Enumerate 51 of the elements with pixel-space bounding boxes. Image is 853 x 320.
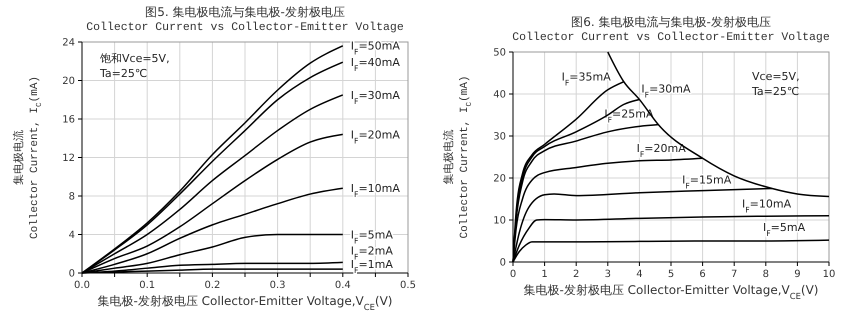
y-tick-label: 16 — [62, 114, 75, 126]
x-tick-label: 6 — [699, 269, 706, 280]
x-tick-label: 4 — [636, 269, 643, 280]
x-tick-label: 0.4 — [334, 280, 351, 291]
series-label: I$_{F}$=20mA — [636, 142, 686, 159]
chart-subtitle: Collector Current vs Collector-Emitter Voltage — [86, 21, 404, 34]
chart-subtitle: Collector Current vs Collector-Emitter Voltage — [512, 31, 830, 44]
x-tick-label: 2 — [573, 269, 580, 280]
x-tick-label: 8 — [762, 269, 769, 280]
y-tick-label: 40 — [493, 90, 506, 100]
x-tick-label: 9 — [794, 269, 801, 280]
series-label: I$_{F}$=10mA — [350, 182, 400, 199]
annotation: Vce=5V, Ta=25℃ — [751, 70, 800, 98]
y-tick-label: 0 — [500, 258, 506, 268]
series-label: I$_{F}$=30mA — [350, 88, 400, 106]
y-tick-label: 50 — [493, 48, 506, 58]
series-label: I$_{F}$=50mA — [350, 40, 400, 56]
y-tick-label: 24 — [62, 38, 75, 48]
y-tick-label: 4 — [68, 230, 75, 241]
chart-title: 图6. 集电极电流与集电极-发射极电压 — [571, 15, 771, 29]
series-label: I$_{F}$=2mA — [350, 244, 394, 261]
x-axis-title: 集电极-发射极电压 Collector-Emitter Voltage,V$_{CE}$(V) — [524, 283, 818, 301]
chart-title: 图5. 集电极电流与集电极-发射极电压 — [145, 5, 345, 19]
x-tick-label: 0.5 — [400, 280, 416, 291]
y-tick-label: 30 — [493, 132, 506, 142]
x-tick-label: 5 — [668, 269, 674, 280]
series-label: I$_{F}$=30mA — [641, 82, 691, 99]
x-tick-label: 3 — [604, 269, 611, 280]
annotation: 饱和Vce=5V, Ta=25℃ — [99, 52, 170, 80]
x-tick-label: 0 — [510, 269, 516, 280]
series-label: I$_{F}$=10mA — [742, 198, 792, 214]
series-label: I$_{F}$=15mA — [682, 173, 732, 190]
x-tick-label: 0.2 — [204, 280, 220, 291]
x-tick-label: 0.0 — [74, 280, 90, 291]
series-label: I$_{F}$=35mA — [562, 70, 612, 88]
x-tick-label: 1 — [541, 269, 548, 280]
y-tick-label: 10 — [493, 216, 506, 226]
x-tick-label: 10 — [822, 269, 836, 280]
x-tick-label: 7 — [731, 269, 738, 280]
series-label: I$_{F}$=1mA — [350, 258, 394, 274]
series-label: I$_{F}$=5mA — [763, 221, 806, 238]
y-tick-label: 12 — [62, 153, 75, 164]
series-label: I$_{F}$=40mA — [350, 56, 400, 73]
x-tick-label: 0.3 — [270, 280, 286, 291]
y-tick-label: 20 — [493, 174, 506, 184]
x-tick-label: 0.1 — [139, 280, 156, 291]
series-label: I$_{F}$=20mA — [350, 128, 400, 145]
x-axis-title: 集电极-发射极电压 Collector-Emitter Voltage,V$_{CE}$(V) — [98, 294, 392, 312]
y-tick-label: 20 — [62, 76, 75, 87]
y-tick-label: 8 — [68, 192, 75, 202]
series-label: I$_{F}$=5mA — [350, 228, 394, 245]
